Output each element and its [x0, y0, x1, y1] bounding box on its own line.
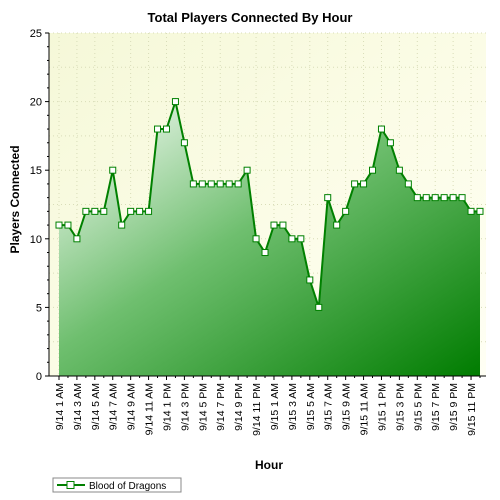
data-point: [297, 235, 305, 243]
y-axis-label: Players Connected: [8, 145, 22, 253]
data-point: [162, 125, 170, 133]
data-point: [100, 207, 108, 215]
data-point: [127, 207, 135, 215]
data-point: [180, 139, 188, 147]
x-tick-label: 9/14 9 AM: [126, 383, 138, 430]
y-tick-label: 20: [30, 97, 42, 109]
data-point: [207, 180, 215, 188]
data-point: [216, 180, 224, 188]
data-point: [73, 235, 81, 243]
data-point: [440, 194, 448, 202]
x-tick-label: 9/14 3 AM: [72, 383, 84, 430]
data-point: [64, 221, 72, 229]
y-tick-label: 10: [30, 234, 42, 246]
data-point: [154, 125, 162, 133]
data-point: [234, 180, 242, 188]
data-point: [342, 207, 350, 215]
y-tick-label: 5: [36, 302, 42, 314]
data-point: [225, 180, 233, 188]
x-tick-label: 9/14 5 AM: [90, 383, 102, 430]
data-point: [395, 166, 403, 174]
data-point: [279, 221, 287, 229]
chart-title: Total Players Connected By Hour: [148, 10, 353, 25]
y-axis-ticks: 0 5 10 15 20 25: [30, 28, 49, 383]
data-point: [171, 98, 179, 106]
x-tick-label: 9/14 9 PM: [233, 383, 245, 431]
data-point: [333, 221, 341, 229]
data-point: [315, 303, 323, 311]
data-point: [198, 180, 206, 188]
x-tick-label: 9/14 7 AM: [108, 383, 120, 430]
data-point: [136, 207, 144, 215]
x-tick-label: 9/14 7 PM: [215, 383, 227, 431]
data-point: [422, 194, 430, 202]
data-point: [118, 221, 126, 229]
x-tick-label: 9/15 1 AM: [269, 383, 281, 430]
data-point: [261, 249, 269, 257]
x-tick-label: 9/15 3 PM: [394, 383, 406, 431]
legend-box: [52, 477, 182, 493]
data-point: [306, 276, 314, 284]
data-point: [413, 194, 421, 202]
data-point: [109, 166, 117, 174]
x-tick-label: 9/14 5 PM: [197, 383, 209, 431]
x-tick-label: 9/14 3 PM: [179, 383, 191, 431]
data-point: [377, 125, 385, 133]
x-tick-label: 9/15 7 AM: [323, 383, 335, 430]
data-point: [55, 221, 63, 229]
series-area: [55, 97, 484, 376]
data-point: [189, 180, 197, 188]
x-tick-label: 9/14 1 PM: [161, 383, 173, 431]
x-tick-label: 9/14 11 AM: [144, 383, 156, 435]
x-tick-label: 9/15 5 PM: [412, 383, 424, 431]
x-tick-label: 9/15 5 AM: [305, 383, 317, 430]
data-point: [145, 207, 153, 215]
data-point: [386, 139, 394, 147]
data-point: [243, 166, 251, 174]
x-tick-label: 9/15 11 AM: [359, 383, 371, 435]
y-tick-label: 15: [30, 165, 42, 177]
x-tick-label: 9/14 11 PM: [251, 383, 263, 436]
data-point: [458, 194, 466, 202]
x-tick-label: 9/15 9 AM: [341, 383, 353, 430]
x-tick-label: 9/15 3 AM: [287, 383, 299, 430]
x-axis-label: Hour: [255, 458, 283, 472]
x-tick-label: 9/15 7 PM: [430, 383, 442, 431]
x-tick-label: 9/15 9 PM: [448, 383, 460, 431]
data-point: [252, 235, 260, 243]
data-point: [431, 194, 439, 202]
y-tick-label: 0: [36, 371, 42, 383]
data-point: [369, 166, 377, 174]
x-axis-ticks: 9/14 1 AM 9/14 3 AM 9/14 5 AM 9/14 7 AM 9/14…: [54, 376, 481, 436]
x-tick-label: 9/15 11 PM: [466, 383, 478, 436]
data-point: [288, 235, 296, 243]
data-point: [404, 180, 412, 188]
data-point: [449, 194, 457, 202]
legend-label: Blood of Dragons: [89, 481, 166, 492]
legend: Blood of Dragons: [52, 477, 182, 493]
data-point: [270, 221, 278, 229]
legend-marker-swatch: [66, 481, 75, 489]
x-tick-label: 9/14 1 AM: [54, 383, 66, 430]
y-tick-label: 25: [30, 28, 42, 40]
data-point: [324, 194, 332, 202]
data-point: [360, 180, 368, 188]
data-point: [91, 207, 99, 215]
data-point: [476, 207, 484, 215]
data-point: [467, 207, 475, 215]
data-point: [351, 180, 359, 188]
x-tick-label: 9/15 1 PM: [376, 383, 388, 431]
data-point: [82, 207, 90, 215]
